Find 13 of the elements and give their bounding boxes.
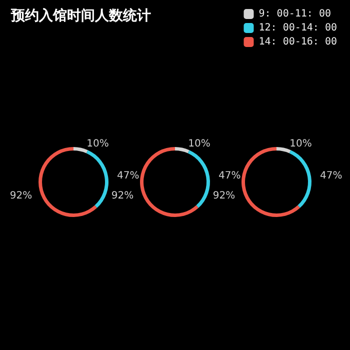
data-label: 10% (86, 138, 109, 150)
data-label: 92% (111, 190, 134, 202)
chart-title: 预约入馆时间人数统计 (10, 7, 151, 24)
data-label: 47% (218, 170, 241, 182)
data-label: 47% (320, 170, 342, 182)
legend-label: 14: 00-16: 00 (258, 36, 338, 48)
data-label: 92% (10, 190, 32, 202)
data-label: 92% (212, 190, 236, 202)
data-label: 47% (117, 170, 140, 182)
data-label: 10% (290, 138, 312, 150)
legend-label: 12: 00-14: 00 (258, 22, 338, 34)
data-label: 10% (188, 138, 210, 150)
legend-label: 9: 00-11: 00 (258, 8, 331, 20)
